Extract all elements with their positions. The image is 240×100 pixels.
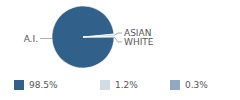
- slice-label: A.I.: [24, 34, 38, 44]
- leader-line: [114, 33, 122, 35]
- slice: [83, 36, 114, 38]
- slice-labels: A.I.ASIANWHITE: [24, 28, 154, 47]
- legend-label: 98.5%: [29, 80, 58, 90]
- leader-line: [114, 37, 122, 42]
- pie-chart: A.I.ASIANWHITE 98.5% 1.2% 0.3%: [0, 0, 240, 100]
- legend-swatch: [14, 80, 24, 90]
- slice-label: WHITE: [124, 37, 154, 47]
- legend-label: 1.2%: [115, 80, 138, 90]
- chart-container: A.I.ASIANWHITE 98.5% 1.2% 0.3%: [0, 0, 240, 100]
- slice: [52, 6, 114, 68]
- legend-swatch: [170, 80, 180, 90]
- slices: [52, 6, 114, 68]
- legend: 98.5% 1.2% 0.3%: [14, 80, 208, 90]
- slice: [83, 34, 114, 37]
- leader-line: [40, 38, 52, 39]
- legend-label: 0.3%: [185, 80, 208, 90]
- legend-swatch: [100, 80, 110, 90]
